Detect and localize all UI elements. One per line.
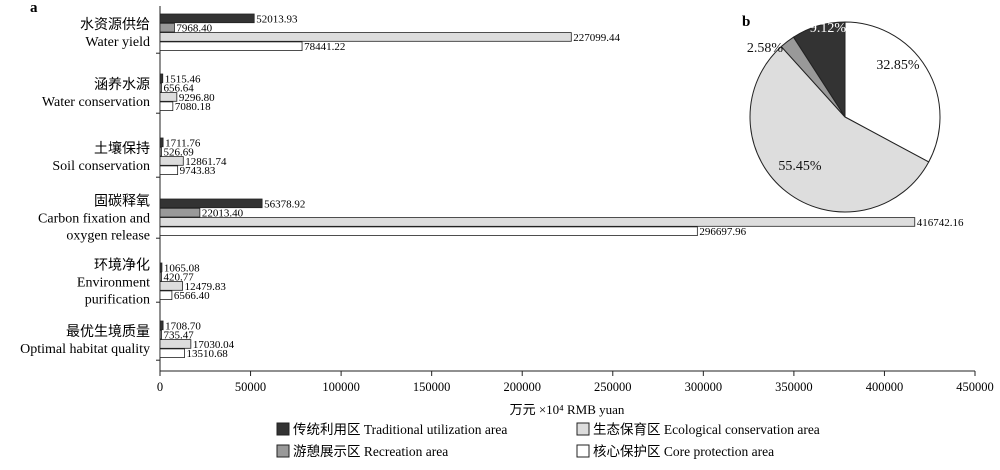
- bar-ecological: [159, 217, 916, 227]
- category-label-en: Water conservation: [42, 95, 150, 110]
- pie-label: 9.12%: [810, 21, 847, 36]
- data-label: 1708.70: [165, 320, 201, 332]
- category-label-en: Environment: [77, 276, 150, 291]
- data-label: 1515.46: [165, 73, 201, 85]
- data-label: 6566.40: [174, 290, 210, 302]
- data-label: 52013.93: [256, 13, 298, 25]
- category-label-en: Water yield: [85, 35, 150, 50]
- category-label-zh: 固碳释氧: [94, 194, 150, 210]
- data-label: 296697.96: [699, 226, 746, 238]
- category-label-zh: 土壤保持: [94, 140, 150, 157]
- data-label: 56378.92: [264, 198, 305, 210]
- data-label: 735.47: [164, 330, 195, 342]
- category-label-en: oxygen release: [66, 229, 150, 244]
- x-axis-label: 万元 ×10⁴ RMB yuan: [510, 402, 625, 417]
- bar-traditional: [159, 320, 164, 331]
- legend-swatch-recreation: [276, 444, 290, 458]
- bar-recreation: [159, 329, 162, 340]
- bar-core: [159, 165, 179, 175]
- data-label: 656.64: [164, 83, 195, 95]
- x-tick-label: 300000: [685, 380, 723, 394]
- data-label: 22013.40: [202, 208, 244, 220]
- bar-ecological: [159, 32, 572, 42]
- panel-a-label: a: [30, 0, 38, 16]
- data-label: 416742.16: [917, 217, 964, 229]
- legend-label: 核心保护区 Core protection area: [593, 444, 774, 459]
- pie-slice-ecological: [749, 45, 930, 213]
- pie-label: 2.58%: [747, 41, 784, 56]
- bar-core: [159, 101, 174, 112]
- data-label: 9296.80: [179, 92, 215, 104]
- data-label: 17030.04: [193, 339, 235, 351]
- data-label: 12479.83: [185, 281, 227, 293]
- data-label: 12861.74: [185, 156, 227, 168]
- data-label: 9743.83: [180, 165, 216, 177]
- data-label: 7080.18: [175, 101, 211, 113]
- data-label: 1711.76: [165, 137, 201, 149]
- bar-recreation: [159, 82, 162, 93]
- legend: 传统利用区 Traditional utilization area 生态保育区 …: [276, 422, 820, 459]
- data-label: 526.69: [164, 147, 195, 159]
- pie-label: 55.45%: [778, 159, 822, 174]
- legend-swatch-core: [576, 444, 590, 458]
- bar-traditional: [159, 198, 263, 209]
- bar-core: [159, 226, 698, 236]
- bar-core: [159, 290, 173, 300]
- data-label: 1065.08: [164, 262, 200, 274]
- x-tick-label: 0: [157, 380, 163, 394]
- legend-label: 游憩展示区 Recreation area: [293, 443, 448, 459]
- panel-b-label: b: [742, 14, 750, 30]
- category-label-zh: 最优生境质量: [66, 324, 150, 340]
- legend-label: 生态保育区 Ecological conservation area: [593, 422, 820, 437]
- pie-chart: 9.12% 32.85% 55.45% 2.58%: [747, 21, 941, 213]
- bar-traditional: [159, 262, 163, 273]
- bar-ecological: [159, 156, 184, 166]
- bar-traditional: [159, 73, 164, 84]
- category-label-zh: 涵养水源: [94, 77, 150, 93]
- data-label: 78441.22: [304, 41, 345, 53]
- pie-label: 32.85%: [876, 58, 920, 73]
- bar-core: [159, 348, 185, 358]
- data-label: 227099.44: [573, 32, 620, 44]
- category-label-zh: 水资源供给: [80, 17, 150, 33]
- bar-traditional: [159, 137, 164, 148]
- bar-recreation: [159, 22, 175, 33]
- category-label-en: purification: [85, 293, 150, 308]
- bar-core: [159, 41, 303, 52]
- bar-ecological: [159, 339, 192, 349]
- x-tick-label: 350000: [775, 380, 813, 394]
- bar-ecological: [159, 281, 184, 291]
- legend-swatch-traditional: [276, 422, 290, 436]
- x-tick-label: 200000: [503, 380, 541, 394]
- category-label-en: Carbon fixation and: [38, 212, 150, 227]
- legend-swatch-ecological: [576, 422, 590, 436]
- x-tick-label: 250000: [594, 380, 632, 394]
- category-label-en: Soil conservation: [52, 159, 150, 174]
- x-tick-label: 400000: [866, 380, 904, 394]
- category-label-en: Optimal habitat quality: [20, 342, 150, 357]
- x-tick-label: 100000: [322, 380, 360, 394]
- x-tick-label: 450000: [956, 380, 994, 394]
- bar-ecological: [159, 92, 178, 102]
- bar-recreation: [159, 207, 201, 218]
- bar-recreation: [159, 146, 162, 157]
- category-label-zh: 环境净化: [94, 258, 150, 274]
- legend-label: 传统利用区 Traditional utilization area: [293, 422, 507, 437]
- data-label: 7968.40: [176, 23, 212, 35]
- pie-slice-recreation: [780, 36, 846, 118]
- bar-traditional: [159, 13, 255, 24]
- x-tick-label: 150000: [413, 380, 451, 394]
- x-tick-label: 50000: [235, 380, 266, 394]
- data-label: 13510.68: [186, 348, 228, 360]
- bar-chart: 0 50000 100000 150000 200000 250000 300000 3500…: [20, 6, 994, 394]
- data-label: 420.77: [164, 272, 195, 284]
- pie-slice-core: [844, 21, 941, 163]
- bar-recreation: [159, 271, 162, 282]
